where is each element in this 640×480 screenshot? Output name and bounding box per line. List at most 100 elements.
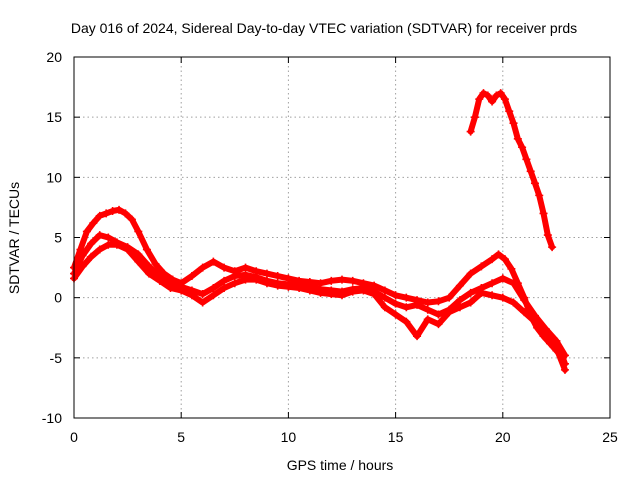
data-point [95,231,104,240]
data-point [380,286,389,295]
data-point [479,89,488,98]
data-point [104,240,113,249]
data-point [230,272,239,281]
data-point [513,134,522,143]
data-point [509,298,518,307]
chart-title: Day 016 of 2024, Sidereal Day-to-day VTE… [71,20,577,36]
data-point [134,257,143,266]
data-point [505,107,514,116]
data-point [95,211,104,220]
data-point [434,310,443,319]
data-point [391,310,400,319]
data-point [220,284,229,293]
data-point [518,143,527,152]
data-point [466,269,475,278]
data-point [413,300,422,309]
data-point [115,205,124,214]
data-point [241,275,250,284]
data-point [209,257,218,266]
data-point [338,275,346,284]
data-point [327,290,336,299]
data-point [500,255,509,264]
data-point [466,288,475,297]
data-point [423,315,432,324]
data-point [209,291,218,300]
y-axis-title: SDTVAR / TECUs [6,182,22,294]
data-point [434,320,443,329]
data-point [284,282,293,291]
y-tick-label: 20 [46,49,62,65]
series-line [467,90,556,251]
data-point [507,264,516,273]
data-point [348,276,357,285]
data-point [380,303,389,312]
data-point [95,245,104,254]
data-point [89,219,98,228]
data-point [273,281,282,290]
data-point [466,298,475,307]
data-point [327,276,336,285]
data-point [273,272,282,281]
data-point [475,95,484,104]
data-point [102,209,111,218]
data-point [477,288,486,297]
data-point [108,207,117,216]
data-point [413,332,422,341]
data-point [134,227,143,236]
data-point [466,127,475,136]
x-tick-label: 20 [495,429,511,445]
data-point [530,179,539,188]
data-point [177,286,186,295]
data-point [391,291,400,300]
data-point [187,291,196,300]
data-point [166,284,175,293]
data-point [241,263,250,272]
data-point [488,97,497,106]
data-point [488,291,497,300]
data-point [402,317,411,326]
data-point [509,279,518,288]
data-point [76,245,85,254]
data-series [70,89,569,374]
data-point [455,296,464,305]
data-point [541,329,550,338]
data-point [520,308,529,317]
data-point [488,279,497,288]
data-point [509,119,518,128]
data-point [316,288,325,297]
data-point [142,245,151,254]
data-point [434,297,443,306]
data-point [470,113,479,122]
data-point [338,291,346,300]
data-point [87,252,96,261]
data-point [494,250,503,259]
y-tick-label: 5 [54,230,62,246]
data-point [402,293,411,302]
y-tick-label: 0 [54,290,62,306]
data-point [295,284,304,293]
data-point [530,317,539,326]
data-point [445,308,454,317]
data-point [145,269,154,278]
data-point [488,255,497,264]
data-point [552,344,561,353]
data-point [151,259,160,268]
data-point [492,91,501,100]
data-point [305,286,314,295]
data-point [121,209,130,218]
data-point [348,287,357,296]
data-point [520,296,529,305]
data-point [483,91,492,100]
x-tick-label: 25 [602,429,618,445]
data-point [209,284,218,293]
data-point [198,263,207,272]
data-point [127,215,136,224]
data-point [78,251,87,260]
data-point [198,298,207,307]
data-point [155,276,164,285]
x-tick-label: 5 [177,429,185,445]
y-tick-label: 15 [46,109,62,125]
data-point [560,365,569,374]
data-point [539,209,548,218]
axis-ticks: 0 5 10 15 20 25 -10 -5 0 5 10 15 20 [42,49,618,445]
